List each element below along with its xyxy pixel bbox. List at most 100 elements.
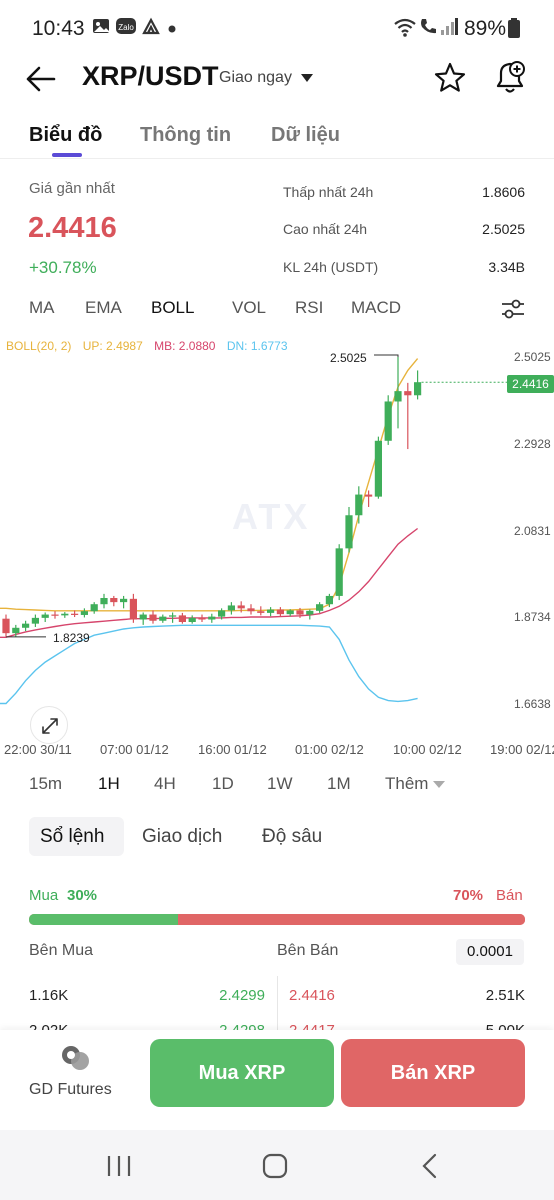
star-icon[interactable] — [434, 62, 466, 94]
volume-24h-label: KL 24h (USDT) — [283, 259, 379, 275]
time-axis-label: 19:00 02/12 — [490, 742, 554, 757]
tab-trades[interactable]: Giao dịch — [142, 826, 223, 847]
interval-1m[interactable]: 1M — [327, 774, 351, 793]
expand-chart-button[interactable] — [30, 706, 68, 744]
candle-body — [345, 515, 353, 549]
battery-icon — [508, 18, 520, 38]
buy-ratio-percent: 30% — [67, 887, 98, 904]
candle-body — [227, 605, 235, 611]
indicator-macd[interactable]: MACD — [351, 298, 402, 317]
back-nav-icon[interactable] — [420, 1153, 440, 1179]
interval-4h[interactable]: 4H — [154, 774, 176, 793]
sell-button[interactable]: Bán XRP — [341, 1039, 525, 1107]
indicator-ma[interactable]: MA — [29, 298, 55, 317]
high-24h-label: Cao nhất 24h — [283, 221, 368, 237]
candle-body — [71, 613, 79, 615]
buy-ratio-label: Mua — [29, 887, 59, 904]
indicator-vol[interactable]: VOL — [232, 298, 267, 317]
candle-body — [41, 614, 49, 618]
time-axis-label: 10:00 02/12 — [393, 742, 462, 757]
futures-icon[interactable] — [60, 1043, 90, 1073]
candle-body — [110, 598, 118, 603]
candle-body — [139, 614, 147, 620]
interval-1d[interactable]: 1D — [212, 774, 234, 793]
time-axis-label: 16:00 01/12 — [198, 742, 267, 757]
price-axis-label: 2.0831 — [514, 524, 551, 538]
indicator-boll[interactable]: BOLL — [151, 298, 195, 317]
candle-body — [218, 610, 226, 617]
candlestick-chart[interactable] — [0, 330, 554, 730]
boll-upper-line — [0, 358, 419, 612]
buy-ratio-fill — [29, 914, 178, 925]
boll-legend-up: UP: 2.4987 — [82, 339, 143, 353]
tab-depth[interactable]: Độ sâu — [262, 826, 323, 847]
candle-body — [325, 595, 333, 605]
volume-24h-value: 3.34B — [488, 259, 525, 275]
candle-body — [90, 604, 98, 612]
caret-down-icon[interactable] — [433, 781, 445, 789]
back-arrow-icon[interactable] — [24, 62, 58, 96]
candle-body — [2, 618, 10, 634]
recent-apps-icon[interactable] — [106, 1154, 132, 1178]
candle-body — [31, 617, 39, 624]
tab-order-book[interactable]: Sổ lệnh — [40, 826, 105, 847]
tab-chart[interactable]: Biểu đồ — [29, 124, 103, 146]
watermark: ATX — [232, 496, 311, 537]
bell-plus-icon[interactable] — [493, 60, 527, 96]
candle-body — [286, 610, 294, 615]
expand-icon — [42, 718, 58, 734]
tab-active-background — [29, 817, 124, 856]
wifi-call-icon — [421, 19, 436, 34]
bid-header: Bên Mua — [29, 942, 94, 959]
buy-button[interactable]: Mua XRP — [150, 1039, 334, 1107]
gallery-icon — [93, 19, 109, 33]
pair-title[interactable]: XRP/USDT — [82, 61, 219, 91]
candle-body — [80, 611, 88, 615]
high-24h-value: 2.5025 — [482, 221, 525, 237]
boll-legend-name: BOLL(20, 2) — [6, 339, 72, 353]
sell-ratio-fill — [177, 914, 525, 925]
caret-down-icon[interactable] — [300, 73, 314, 83]
home-icon[interactable] — [262, 1153, 288, 1179]
indicator-settings-icon[interactable] — [500, 297, 526, 321]
price-axis-label: 1.8734 — [514, 610, 551, 624]
sell-ratio-percent: 70% — [453, 887, 484, 904]
interval-1w[interactable]: 1W — [267, 774, 293, 793]
interval-more[interactable]: Thêm — [385, 774, 429, 793]
divider — [277, 976, 278, 1031]
candle-body — [129, 598, 137, 620]
boll-legend-mb: MB: 2.0880 — [154, 339, 216, 353]
tab-data[interactable]: Dữ liệu — [271, 124, 340, 146]
candle-body — [237, 605, 245, 609]
time-axis-label: 07:00 01/12 — [100, 742, 169, 757]
ask-header: Bên Bán — [277, 942, 339, 959]
last-price: 2.4416 — [28, 212, 117, 244]
sell-ratio-label: Bán — [496, 887, 523, 904]
tab-active-indicator — [52, 153, 82, 157]
high-marker-line — [374, 354, 399, 357]
precision-select[interactable]: 0.0001 — [456, 939, 524, 965]
bid-quantity: 1.16K — [29, 987, 69, 1004]
candle-body — [276, 609, 284, 615]
candle-body — [169, 615, 177, 617]
candle-body — [414, 382, 422, 396]
tab-info[interactable]: Thông tin — [140, 124, 232, 146]
candle-body — [247, 608, 255, 612]
zalo-icon: Zalo — [116, 18, 136, 34]
candle-body — [51, 614, 59, 616]
indicator-rsi[interactable]: RSI — [295, 298, 324, 317]
candle-body — [178, 615, 186, 622]
interval-1h[interactable]: 1H — [98, 774, 120, 793]
order-book-row[interactable]: 1.16K 2.4299 2.4416 2.51K — [0, 987, 554, 1015]
candle-body — [149, 614, 157, 621]
indicator-ema[interactable]: EMA — [85, 298, 122, 317]
futures-label[interactable]: GD Futures — [29, 1081, 112, 1098]
time-axis-label: 22:00 30/11 — [4, 742, 72, 757]
time-axis-label: 01:00 02/12 — [295, 742, 364, 757]
interval-15m[interactable]: 15m — [29, 774, 63, 793]
price-axis-label: 2.5025 — [514, 350, 551, 364]
ask-price: 2.4416 — [289, 987, 335, 1004]
bid-price: 2.4299 — [219, 987, 265, 1004]
candle-body — [12, 627, 20, 634]
market-type-label[interactable]: Giao ngay — [219, 69, 292, 86]
